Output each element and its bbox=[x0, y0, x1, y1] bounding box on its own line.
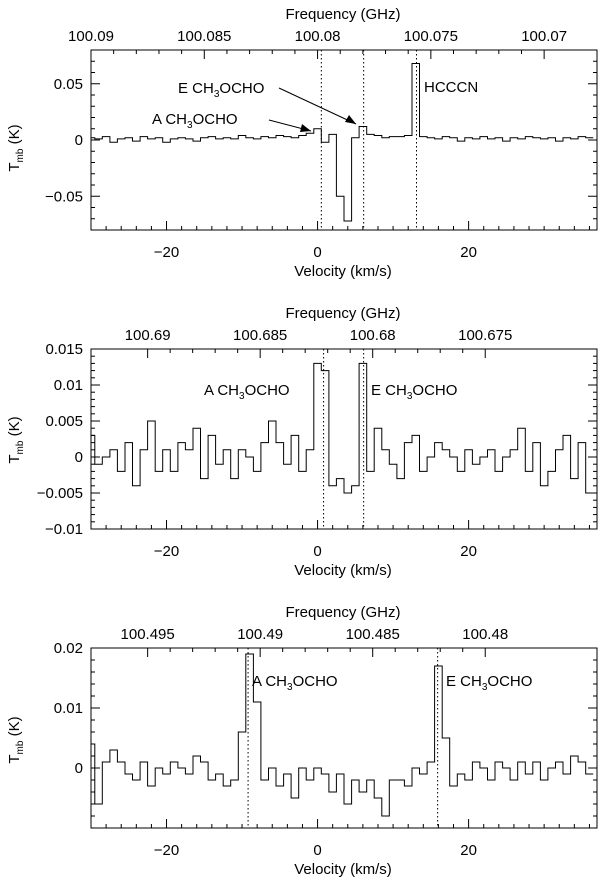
bottom-freq-tick-label: 100.495 bbox=[121, 626, 175, 643]
top-x-tick-label: −20 bbox=[154, 244, 179, 261]
annotation-a-ch3ocho-bottom: A CH3OCHO bbox=[252, 673, 338, 693]
top-freq-tick-label: 100.085 bbox=[177, 28, 231, 45]
panel-top-tick-labels: −20 0 20 −0.05 0 0.05 100.09 100.085 100.08 100.0… bbox=[45, 28, 567, 261]
top-x-tick-label: 20 bbox=[460, 244, 477, 261]
bottom-y-tick-label: 0 bbox=[75, 760, 83, 777]
panel-middle-frame bbox=[90, 348, 598, 530]
top-freq-tick-label: 100.075 bbox=[404, 28, 458, 45]
panel-bottom-tick-labels: −20 0 20 0 0.01 0.02 100.495 100.49 100.485 100.4… bbox=[54, 626, 508, 859]
annotation-arrow-a-ch3ocho bbox=[268, 119, 312, 132]
annotation-hcccn-top: HCCCN bbox=[424, 79, 478, 96]
annotation-a-ch3ocho-top: A CH3OCHO bbox=[152, 111, 238, 131]
panel-bottom-ticks bbox=[90, 647, 597, 829]
panel-bottom-y-title: Tmb (K) bbox=[6, 716, 26, 763]
top-x-tick-label: 0 bbox=[313, 244, 321, 261]
annotation-e-ch3ocho-top: E CH3OCHO bbox=[178, 80, 264, 100]
panel-middle-spectrum-line bbox=[91, 362, 594, 494]
middle-x-tick-label: 20 bbox=[460, 543, 477, 560]
bottom-freq-tick-label: 100.49 bbox=[237, 626, 283, 643]
panel-middle-ticks bbox=[90, 348, 597, 530]
panel-top: −20 0 20 −0.05 0 0.05 100.09 100.085 100.08 100.0… bbox=[6, 6, 598, 280]
panel-top-x-title: Velocity (km/s) bbox=[294, 263, 392, 280]
middle-y-tick-label: 0.01 bbox=[54, 377, 83, 394]
top-freq-tick-label: 100.08 bbox=[295, 28, 341, 45]
bottom-y-tick-label: 0.02 bbox=[54, 640, 83, 657]
panel-top-y-title: Tmb (K) bbox=[6, 124, 26, 171]
middle-y-tick-label: −0.005 bbox=[37, 485, 83, 502]
annotation-arrow-e-ch3ocho bbox=[278, 87, 357, 125]
panel-bottom-frame bbox=[90, 647, 598, 829]
top-y-tick-label: 0 bbox=[75, 132, 83, 149]
panel-top-frame bbox=[90, 49, 598, 231]
bottom-y-tick-label: 0.01 bbox=[54, 700, 83, 717]
middle-y-tick-label: 0.015 bbox=[45, 341, 83, 358]
panel-middle-x-title: Velocity (km/s) bbox=[294, 562, 392, 579]
panel-top-spectrum-line bbox=[91, 63, 594, 222]
bottom-x-tick-label: −20 bbox=[154, 842, 179, 859]
panel-top-ticks bbox=[90, 49, 597, 231]
middle-freq-tick-label: 100.68 bbox=[350, 327, 396, 344]
middle-y-tick-label: 0 bbox=[75, 449, 83, 466]
top-y-tick-label: 0.05 bbox=[54, 76, 83, 93]
panel-middle-tick-labels: −20 0 20 −0.01 −0.005 0 0.005 0.01 0.015 100.69 10… bbox=[37, 327, 513, 560]
bottom-freq-tick-label: 100.485 bbox=[346, 626, 400, 643]
middle-freq-tick-label: 100.675 bbox=[458, 327, 512, 344]
panel-middle-y-title: Tmb (K) bbox=[6, 416, 26, 463]
panel-middle-x2-title: Frequency (GHz) bbox=[285, 305, 400, 322]
middle-x-tick-label: 0 bbox=[313, 543, 321, 560]
annotation-e-ch3ocho-middle: E CH3OCHO bbox=[371, 382, 457, 402]
annotation-a-ch3ocho-middle: A CH3OCHO bbox=[204, 382, 290, 402]
panel-bottom-x2-title: Frequency (GHz) bbox=[285, 604, 400, 621]
panel-bottom: −20 0 20 0 0.01 0.02 100.495 100.49 100.485 100.4… bbox=[6, 604, 598, 878]
top-freq-tick-label: 100.09 bbox=[68, 28, 114, 45]
bottom-x-tick-label: 20 bbox=[460, 842, 477, 859]
panel-top-x2-title: Frequency (GHz) bbox=[285, 6, 400, 23]
panel-bottom-x-title: Velocity (km/s) bbox=[294, 861, 392, 878]
middle-y-tick-label: 0.005 bbox=[45, 413, 83, 430]
panel-bottom-spectrum-line bbox=[91, 653, 594, 817]
annotation-e-ch3ocho-bottom: E CH3OCHO bbox=[446, 673, 532, 693]
top-y-tick-label: −0.05 bbox=[45, 188, 83, 205]
middle-freq-tick-label: 100.69 bbox=[125, 327, 171, 344]
middle-freq-tick-label: 100.685 bbox=[233, 327, 287, 344]
panel-top-markers bbox=[320, 50, 418, 230]
bottom-freq-tick-label: 100.48 bbox=[462, 626, 508, 643]
panel-middle: −20 0 20 −0.01 −0.005 0 0.005 0.01 0.015 100.69 10… bbox=[6, 305, 598, 579]
bottom-x-tick-label: 0 bbox=[313, 842, 321, 859]
middle-x-tick-label: −20 bbox=[154, 543, 179, 560]
top-freq-tick-label: 100.07 bbox=[521, 28, 567, 45]
middle-y-tick-label: −0.01 bbox=[45, 521, 83, 538]
panel-middle-markers bbox=[323, 349, 365, 529]
